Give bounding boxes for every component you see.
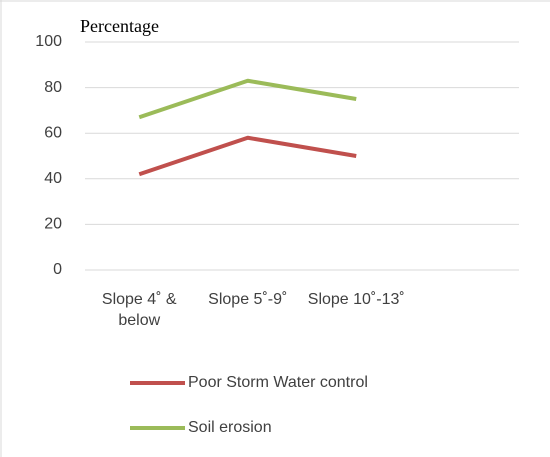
legend-label: Poor Storm Water control — [188, 374, 368, 391]
legend-label: Soil erosion — [188, 419, 272, 436]
x-tick-label: Slope 4˚ & below — [101, 291, 177, 329]
y-tick-label: 80 — [44, 79, 62, 96]
series-line — [138, 78, 357, 120]
series-line — [138, 135, 357, 177]
y-tick-label: 40 — [44, 170, 62, 187]
chart-title: Percentage — [80, 16, 159, 36]
y-tick-label: 60 — [44, 124, 62, 141]
y-tick-label: 0 — [53, 261, 62, 278]
y-tick-label: 20 — [44, 216, 62, 233]
x-tick-label: Slope 5˚-9˚ — [208, 291, 288, 308]
y-tick-label: 100 — [35, 33, 62, 50]
x-tick-label: Slope 10˚-13˚ — [307, 291, 405, 308]
